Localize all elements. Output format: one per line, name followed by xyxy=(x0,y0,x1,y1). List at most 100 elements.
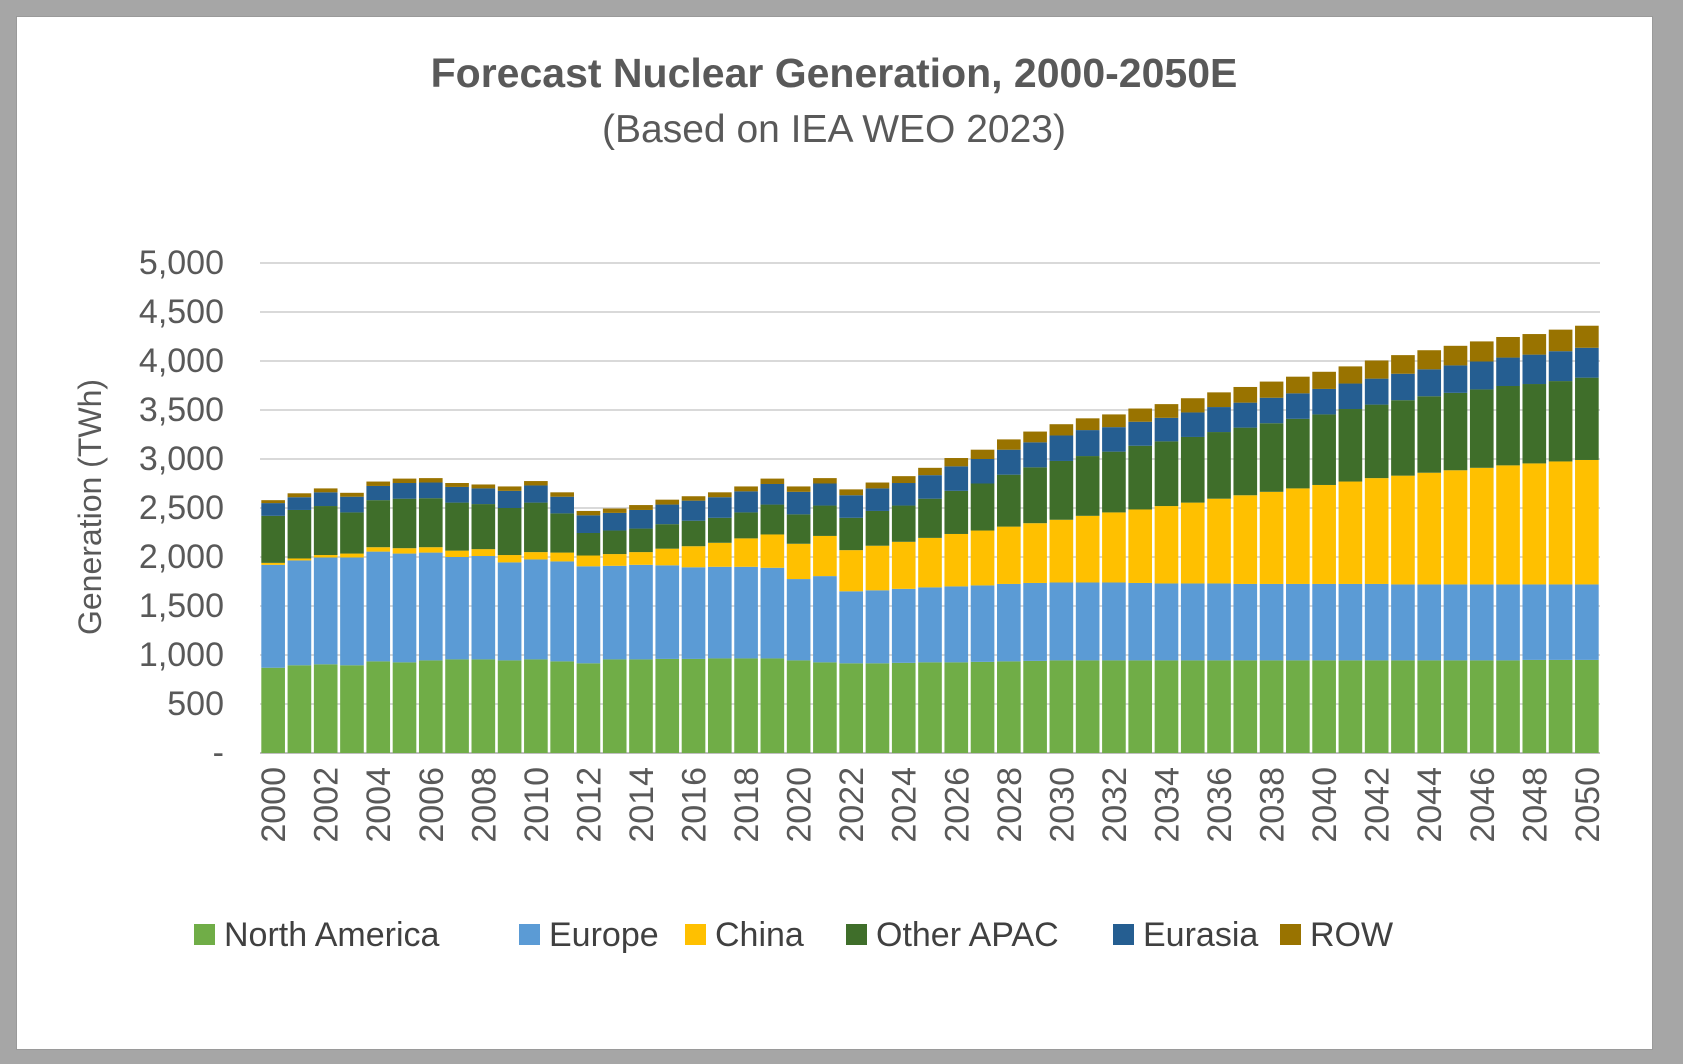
bar-segment-north-america xyxy=(1023,660,1047,753)
bar-segment-eurasia xyxy=(576,515,601,533)
bar-segment-row xyxy=(1207,392,1231,408)
bar-segment-china xyxy=(287,558,312,561)
chart-frame: Forecast Nuclear Generation, 2000-2050E … xyxy=(16,16,1653,1050)
bar-segment-other-apac xyxy=(1575,377,1599,460)
bar-segment-north-america xyxy=(1548,659,1573,753)
bar-segment-eurasia xyxy=(1548,351,1573,382)
bar-segment-other-apac xyxy=(1522,384,1547,464)
bar-segment-china xyxy=(1049,519,1074,583)
x-axis-ticks: 2000 2002 2004 2006 2008 2010 2012 2014 2016 2018… xyxy=(255,767,1607,843)
bar-segment-north-america xyxy=(287,665,312,753)
bar-segment-row xyxy=(287,493,312,498)
bar-segment-europe xyxy=(550,561,574,662)
bar-segment-other-apac xyxy=(629,528,653,553)
bar-segment-row xyxy=(1102,414,1126,428)
bar-segment-other-apac xyxy=(1338,409,1363,482)
bar-segment-eurasia xyxy=(1233,402,1258,428)
chart-subtitle: (Based on IEA WEO 2023) xyxy=(602,108,1066,151)
bar-segment-other-apac xyxy=(1023,467,1047,524)
bar-segment-row xyxy=(366,481,391,486)
bar-segment-europe xyxy=(1312,583,1336,661)
bar-segment-north-america xyxy=(786,660,811,753)
bar-segment-eurasia xyxy=(1575,347,1599,378)
x-tick-label: 2030 xyxy=(1043,767,1081,843)
bar-segment-row xyxy=(1364,360,1389,379)
bar-segment-europe xyxy=(1102,582,1126,661)
bar-segment-eurasia xyxy=(1312,388,1336,415)
y-tick-label: 5,000 xyxy=(139,244,224,282)
bar-segment-china xyxy=(681,546,706,568)
bar-segment-other-apac xyxy=(1128,445,1153,510)
bar-segment-eurasia xyxy=(366,485,391,501)
bar-segment-row xyxy=(1575,325,1599,348)
bar-segment-other-apac xyxy=(760,504,785,535)
bar-segment-other-apac xyxy=(471,504,496,550)
bar-segment-north-america xyxy=(366,661,391,753)
bar-segment-other-apac xyxy=(1391,400,1415,476)
bar-segment-china xyxy=(655,548,680,566)
x-tick-label: 2008 xyxy=(465,767,503,843)
bar-segment-eurasia xyxy=(1496,357,1520,386)
x-tick-label: 2032 xyxy=(1096,767,1134,843)
bar-segment-north-america xyxy=(1417,660,1442,753)
bar-segment-eurasia xyxy=(471,488,496,505)
bar-segment-other-apac xyxy=(602,530,627,555)
legend: North America Europe China Other APAC Eurasi… xyxy=(194,916,1393,954)
x-tick-label: 2012 xyxy=(570,767,608,843)
bar-segment-north-america xyxy=(655,658,680,753)
bar-segment-europe xyxy=(1075,582,1100,661)
bar-segment-north-america xyxy=(524,659,548,753)
x-tick-label: 2002 xyxy=(308,767,346,843)
bar-segment-china xyxy=(366,547,391,552)
y-tick-label: - xyxy=(213,734,224,772)
bar-segment-other-apac xyxy=(1102,451,1126,513)
bar-segment-china xyxy=(340,553,364,558)
bar-segment-north-america xyxy=(1207,660,1231,753)
bar-segment-row xyxy=(445,483,469,487)
bar-segment-europe xyxy=(471,556,496,660)
bar-segment-europe xyxy=(1154,583,1179,661)
bar-segment-europe xyxy=(1443,584,1468,661)
bar-segment-north-america xyxy=(1128,660,1153,753)
bar-segment-north-america xyxy=(340,665,364,753)
bar-segment-eurasia xyxy=(313,492,338,507)
legend-label: China xyxy=(715,916,804,954)
y-tick-label: 3,500 xyxy=(139,391,224,429)
x-tick-label: 2004 xyxy=(360,767,398,843)
bar-segment-other-apac xyxy=(1075,456,1100,516)
bar-segment-eurasia xyxy=(1391,373,1415,401)
bar-segment-china xyxy=(1023,523,1047,583)
bar-segment-europe xyxy=(1180,583,1205,661)
x-tick-label: 2034 xyxy=(1148,767,1186,843)
bar-segment-eurasia xyxy=(550,496,574,514)
bar-segment-north-america xyxy=(918,662,942,753)
bar-segment-row xyxy=(629,505,653,510)
bar-segment-north-america xyxy=(602,659,627,753)
bar-segment-china xyxy=(1364,478,1389,584)
bar-segment-china xyxy=(1102,512,1126,583)
bar-segment-china xyxy=(891,541,916,589)
bar-segment-row xyxy=(1417,350,1442,370)
bar-segment-other-apac xyxy=(445,502,469,551)
bar-segment-eurasia xyxy=(602,512,627,531)
bar-segment-row xyxy=(681,496,706,501)
bar-segment-north-america xyxy=(970,661,995,753)
bar-segment-row xyxy=(1286,376,1310,394)
bar-segment-eurasia xyxy=(1075,430,1100,457)
bar-segment-china xyxy=(1575,459,1599,585)
bar-segment-eurasia xyxy=(1102,427,1126,452)
bar-segment-china xyxy=(1417,472,1442,585)
bar-segment-eurasia xyxy=(813,483,837,506)
bar-segment-china xyxy=(734,538,758,567)
bar-segment-eurasia xyxy=(839,495,863,518)
bar-segment-eurasia xyxy=(261,503,285,516)
bar-segment-other-apac xyxy=(839,517,863,551)
bar-segment-north-america xyxy=(418,660,443,753)
bar-segment-china xyxy=(1312,484,1336,584)
bar-segment-europe xyxy=(944,586,969,663)
bar-segment-other-apac xyxy=(1233,427,1258,496)
bar-stack-area xyxy=(261,325,1599,753)
bar-segment-row xyxy=(1049,424,1074,436)
bar-segment-europe xyxy=(655,565,680,659)
bar-segment-other-apac xyxy=(918,498,942,538)
